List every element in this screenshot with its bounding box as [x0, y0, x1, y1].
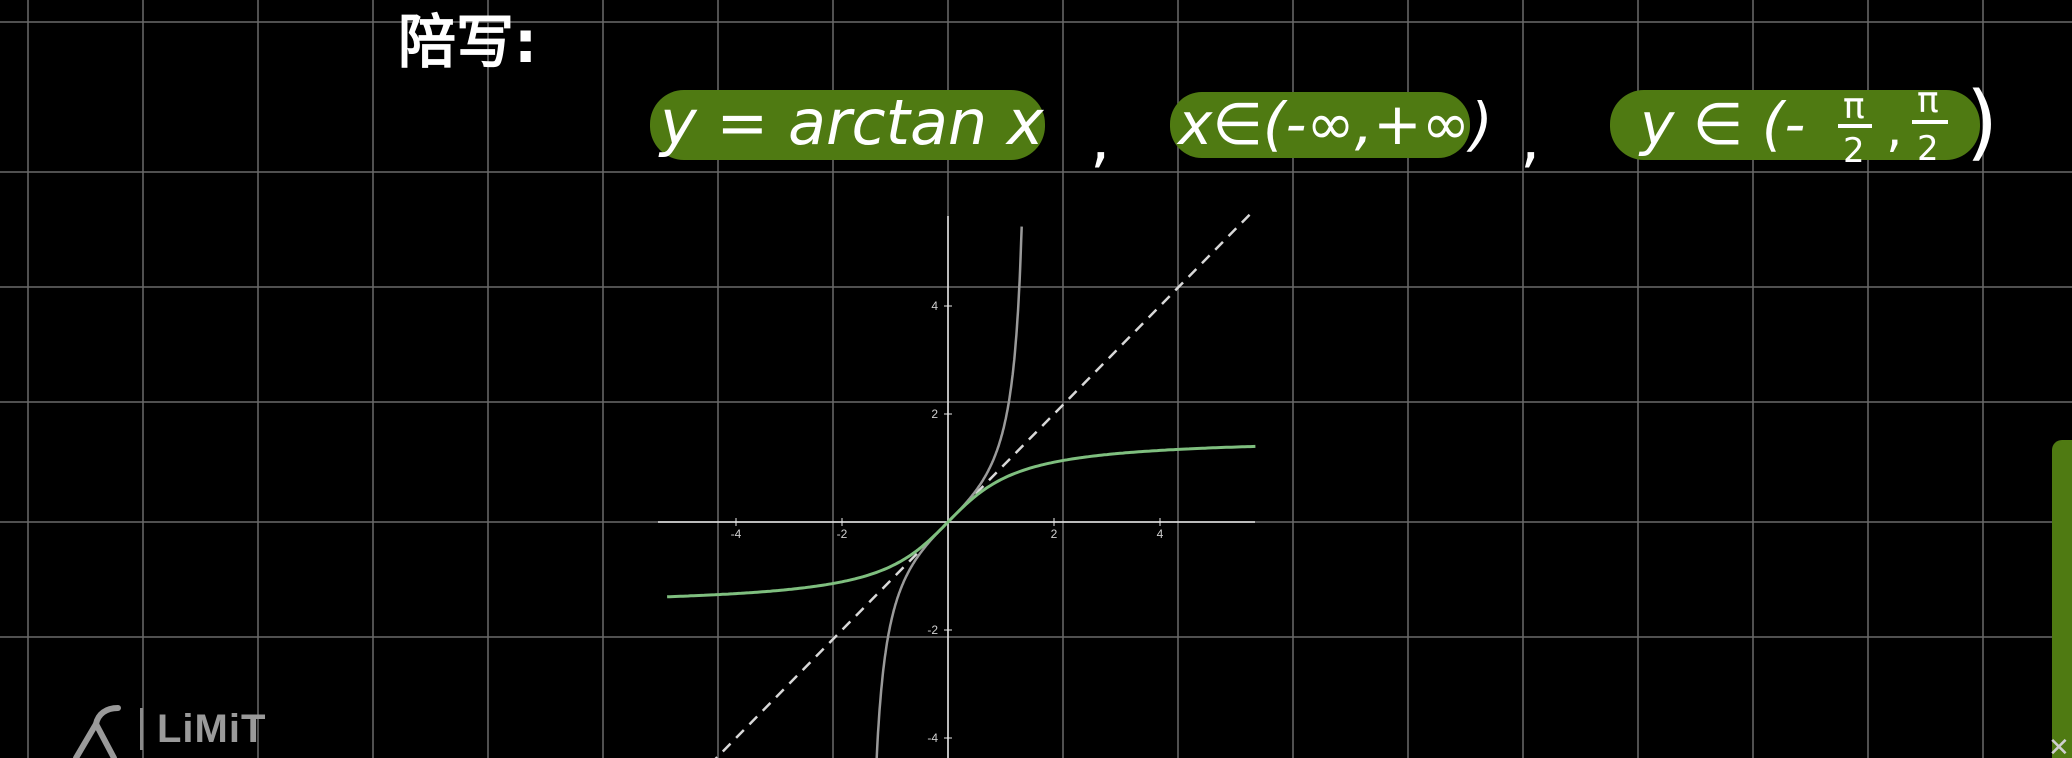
formula-domain: x∈(-∞,+∞)	[1176, 90, 1493, 158]
corner-close-icon[interactable]: ✕	[2048, 733, 2070, 758]
formula-comma: ,	[1886, 99, 1903, 159]
x-tick-label: -4	[731, 527, 742, 541]
arctan-curve	[667, 444, 1256, 599]
highlight-function	[650, 90, 1045, 160]
y-ticks: 4 2 -2 -4	[927, 299, 952, 745]
formula: y = arctan x , x∈(-∞,+∞) , y ∈ (- π 2 , …	[658, 75, 1998, 176]
formula-highlights	[650, 90, 1980, 160]
x-tick-label: 4	[1157, 527, 1164, 541]
y-tick-label: -2	[927, 623, 938, 637]
formula-pi-1: π	[1843, 86, 1865, 127]
function-plot: -4 -2 2 4 4 2 -2 -4	[658, 213, 1256, 758]
logo-text: LiMiT	[157, 706, 267, 751]
y-tick-label: 4	[931, 299, 938, 313]
formula-separator-1: ,	[1090, 102, 1110, 176]
highlight-range	[1610, 90, 1980, 160]
x-ticks: -4 -2 2 4	[731, 518, 1164, 541]
logo-separator	[140, 708, 143, 750]
formula-close-paren: )	[1966, 75, 1998, 170]
formula-pi-2: π	[1917, 80, 1939, 121]
heading-text: 陪写:	[398, 8, 537, 76]
formula-function: y = arctan x	[658, 86, 1045, 159]
formula-two-1: 2	[1843, 131, 1865, 171]
formula-two-2: 2	[1917, 129, 1939, 169]
y-tick-label: -4	[927, 731, 938, 745]
highlight-domain	[1170, 92, 1470, 158]
y-tick-label: 2	[931, 407, 938, 421]
side-panel-tab[interactable]	[2052, 440, 2072, 758]
identity-line	[714, 213, 1251, 758]
x-tick-label: -2	[837, 527, 848, 541]
x-tick-label: 2	[1051, 527, 1058, 541]
formula-range-prefix: y ∈ (-	[1638, 90, 1805, 158]
formula-separator-2: ,	[1520, 102, 1540, 176]
logo: LiMiT	[62, 700, 266, 758]
limit-logo-icon	[73, 705, 121, 758]
